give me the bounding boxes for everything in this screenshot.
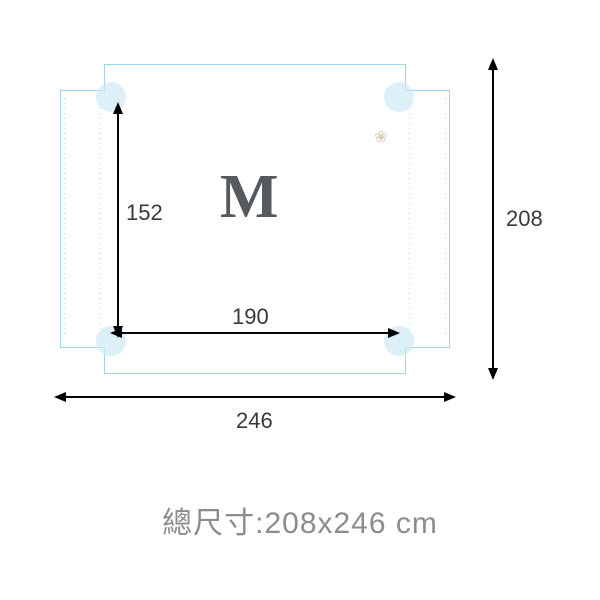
arrow-up-icon [488, 58, 498, 70]
dimension-line-inner-width [116, 332, 394, 334]
corner-pad [384, 82, 414, 112]
perforation-strip [445, 94, 446, 344]
dimension-label-inner-height: 152 [126, 200, 163, 226]
perforation-strip [100, 94, 101, 344]
dimension-label-outer-width: 246 [236, 408, 273, 434]
dimension-label-outer-height: 208 [506, 206, 543, 232]
perforation-strip [409, 94, 410, 344]
dimension-line-inner-height [117, 108, 119, 332]
size-letter: M [220, 162, 279, 233]
diagram-stage: ❀ M 190 152 246 208 [60, 64, 540, 424]
dimension-line-outer-height [492, 64, 494, 374]
arrow-left-icon [54, 392, 66, 402]
perforation-strip [64, 94, 65, 344]
dimension-line-outer-width [60, 396, 450, 398]
arrow-down-icon [488, 368, 498, 380]
arrow-up-icon [113, 102, 123, 114]
brand-logo-icon: ❀ [370, 126, 392, 148]
arrow-down-icon [113, 326, 123, 338]
dimension-label-inner-width: 190 [232, 304, 269, 330]
arrow-right-icon [444, 392, 456, 402]
arrow-right-icon [388, 328, 400, 338]
total-size-summary: 總尺寸:208x246 cm [0, 498, 600, 542]
